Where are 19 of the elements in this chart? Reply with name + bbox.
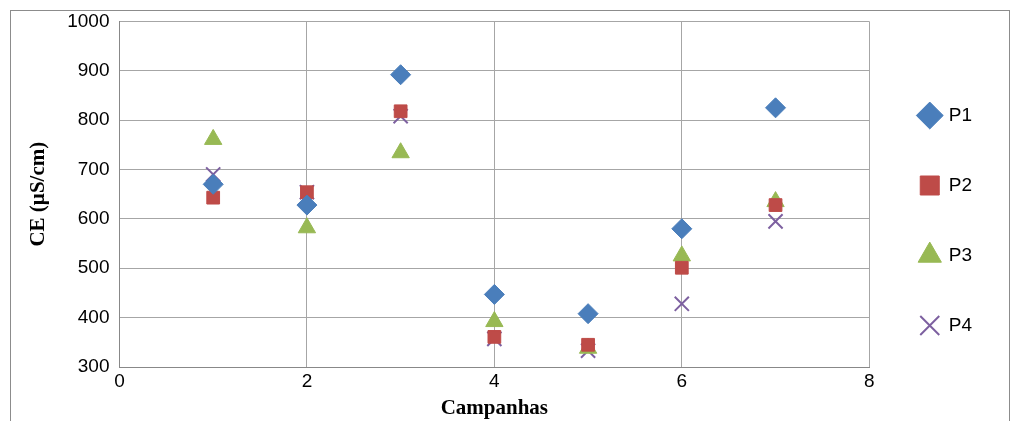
y-tick-label: 1000 <box>67 9 110 31</box>
y-tick-label: 300 <box>77 355 110 377</box>
legend-label: P4 <box>948 313 973 335</box>
x-tick-label: 0 <box>114 369 125 391</box>
y-tick-label: 900 <box>77 59 110 81</box>
x-axis-title: Campanhas <box>440 394 549 419</box>
y-tick-label: 600 <box>77 207 110 229</box>
x-tick-label: 8 <box>863 369 875 391</box>
x-tick-label: 2 <box>301 369 313 391</box>
legend-label: P1 <box>948 103 973 125</box>
legend-label: P3 <box>948 243 973 265</box>
y-tick-label: 400 <box>77 305 110 327</box>
x-tick-label: 6 <box>676 369 688 391</box>
y-tick-label: 700 <box>77 157 110 179</box>
legend-label: P2 <box>948 173 973 195</box>
y-tick-label: 500 <box>77 256 110 278</box>
y-axis-title: CE (µS/cm) <box>25 141 50 247</box>
y-tick-label: 800 <box>77 108 110 130</box>
x-tick-label: 4 <box>489 369 501 391</box>
